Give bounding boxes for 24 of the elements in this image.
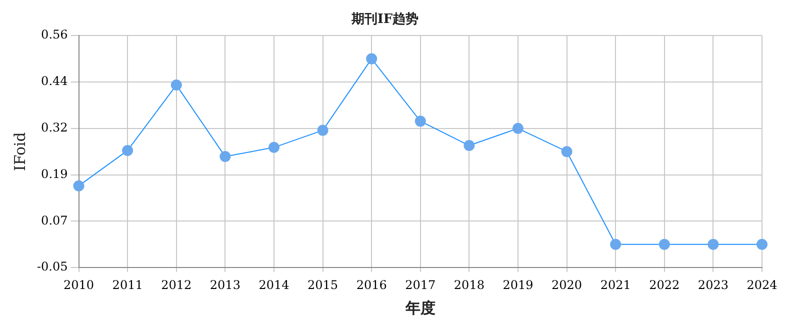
x-tick-label: 2013 — [210, 278, 240, 292]
chart-title: 期刊IF趋势 — [350, 11, 419, 28]
y-axis-title: IFoid — [10, 132, 29, 172]
x-tick-label: 2011 — [112, 278, 143, 292]
y-tick-label: 0.32 — [41, 120, 68, 135]
y-tick-label: 0.07 — [41, 213, 68, 228]
x-tick-label: 2019 — [502, 278, 534, 292]
y-tick-label: 0.56 — [41, 28, 68, 42]
x-axis-title: 年度 — [404, 298, 436, 317]
x-tick-label: 2014 — [258, 278, 290, 292]
x-tick-label: 2012 — [161, 278, 192, 292]
x-tick-label: 2016 — [356, 278, 387, 292]
x-tick-label: 2018 — [454, 278, 484, 292]
x-tick-label: 2017 — [405, 278, 436, 292]
y-tick-label: -0.05 — [36, 260, 68, 274]
x-tick-label: 2021 — [600, 278, 631, 292]
x-tick-label: 2010 — [64, 278, 94, 292]
y-tick-label: 0.19 — [41, 166, 68, 181]
x-tick-label: 2024 — [746, 278, 778, 292]
x-tick-label: 2022 — [649, 278, 680, 292]
y-tick-label: 0.44 — [41, 74, 68, 88]
x-tick-label: 2023 — [698, 278, 728, 292]
x-tick-label: 2015 — [308, 278, 338, 292]
x-tick-label: 2020 — [552, 278, 582, 292]
